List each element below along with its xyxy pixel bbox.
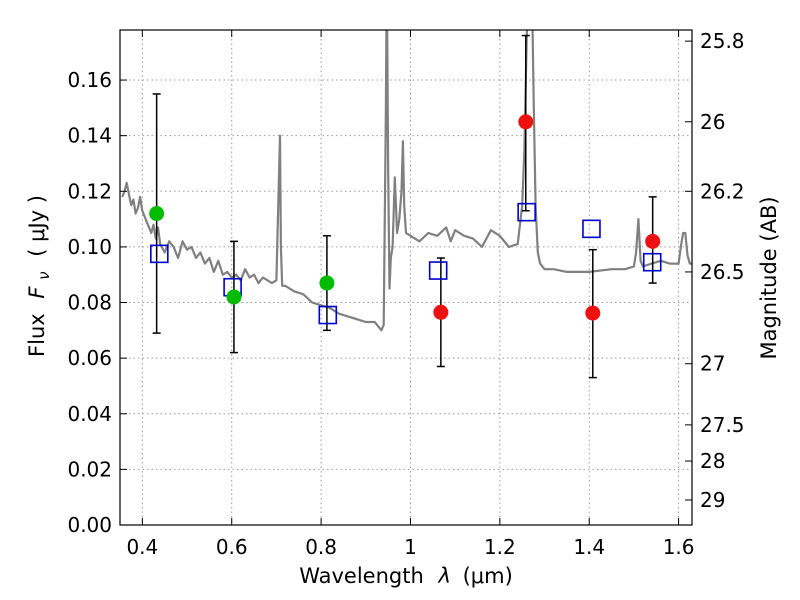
x-axis-label-symbol: λ [437,564,450,588]
model-photometry-square [582,219,601,239]
right-tick-label: 25.8 [700,29,745,53]
x-tick-label: 0.6 [216,535,248,559]
x-tick-label: 1 [404,535,417,559]
y-tick-label: 0.14 [67,124,112,148]
y-tick-label: 0.06 [67,346,112,370]
y-tick-label: 0.08 [67,291,112,315]
right-tick-label: 27.5 [700,413,745,437]
green-data-point [149,206,165,222]
right-axis-label: Magnitude (AB) [757,196,781,359]
spectrum-layer [121,30,692,332]
x-tick-label: 1.4 [573,535,605,559]
y-axis-label-prefix: Flux [25,313,49,357]
y-axis-label-subscript: ν [35,271,53,279]
x-axis-label-unit: (μm) [463,564,513,588]
x-tick-label: 1.2 [484,535,516,559]
y-tick-label: 0.02 [67,457,112,481]
model-photometry-square [642,252,662,272]
spectrum-line [121,30,692,332]
x-axis-label-prefix: Wavelength [299,564,424,588]
right-tick-label: 26.5 [700,260,745,284]
ticks-layer: 0.4 0.6 0.8 1 1.2 1.4 1.6 0.00 0.02 0.04 0.06 0.08 0… [67,29,744,559]
y-axis-label-symbol: F [25,286,49,299]
x-axis-label: Wavelength λ (μm) [299,564,513,588]
red-data-point [645,233,661,249]
y-tick-label: 0.04 [67,402,112,426]
right-tick-label: 26.2 [700,179,745,203]
plot-frame [119,29,693,526]
y-tick-label: 0.00 [67,513,112,537]
model-photometry-square [517,202,536,222]
x-tick-label: 1.6 [663,535,695,559]
green-data-point [319,275,335,291]
x-tick-label: 0.4 [126,535,158,559]
right-tick-label: 29 [700,488,725,512]
x-tick-label: 0.8 [305,535,337,559]
grid [120,30,692,526]
right-tick-label: 28 [700,449,725,473]
points-layer [149,34,662,379]
y-tick-label: 0.16 [67,68,112,92]
right-tick-label: 27 [700,352,725,376]
red-data-point [433,304,449,320]
red-data-point [518,114,534,130]
green-data-point [226,289,242,305]
y-axis-label: Flux F ν ( μJy ) [25,195,54,357]
model-photometry-square [150,244,169,264]
y-tick-label: 0.12 [67,179,112,203]
right-tick-label: 26 [700,110,725,134]
y-axis-label-unit: ( μJy ) [25,195,49,257]
y-tick-label: 0.10 [67,235,112,259]
red-data-point [585,305,601,321]
model-photometry-square [428,261,448,280]
model-photometry-square [318,305,338,325]
